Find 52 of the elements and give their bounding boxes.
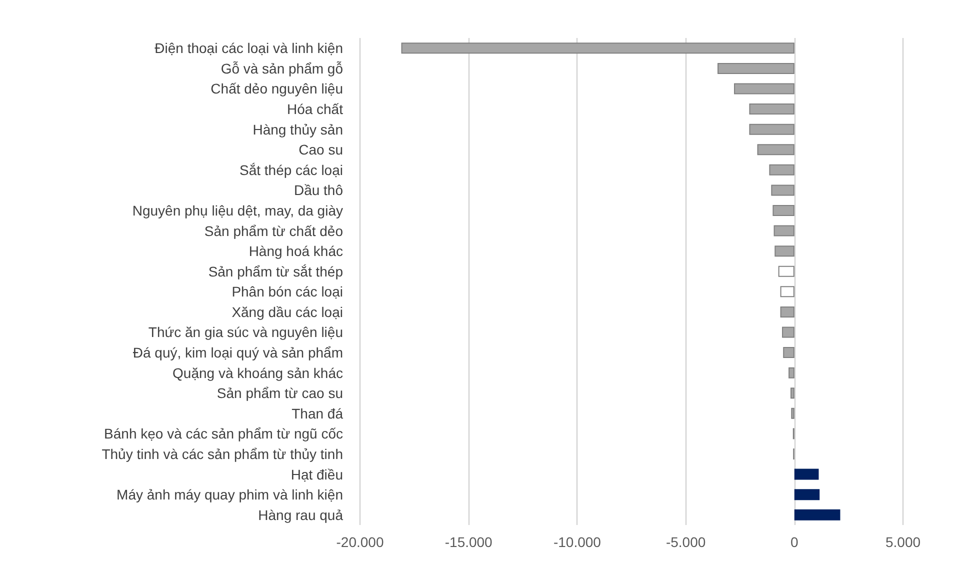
bar xyxy=(788,367,794,378)
bar xyxy=(771,184,794,196)
y-tick-label: Thủy tinh và các sản phẩm từ thủy tinh xyxy=(102,446,343,462)
bar xyxy=(774,246,794,257)
bar xyxy=(778,266,794,277)
bar xyxy=(794,509,840,520)
bar xyxy=(791,408,794,419)
y-tick-label: Cao su xyxy=(298,142,343,158)
y-tick-label: Nguyên phụ liệu dệt, may, da giày xyxy=(132,202,343,218)
bar xyxy=(780,306,794,318)
y-tick-label: Bánh kẹo và các sản phẩm từ ngũ cốc xyxy=(104,426,343,442)
y-tick-label: Chất dẻo nguyên liệu xyxy=(210,80,343,97)
bar xyxy=(783,347,794,358)
y-tick-label: Quặng và khoáng sản khác xyxy=(172,364,343,381)
bar xyxy=(780,286,794,298)
x-tick-label: 0 xyxy=(790,534,798,550)
y-tick-label: Dầu thô xyxy=(294,182,344,198)
bar xyxy=(774,225,794,236)
bar xyxy=(794,489,820,500)
y-tick-label: Hàng thủy sản xyxy=(252,121,343,138)
y-tick-label: Than đá xyxy=(292,405,344,422)
x-tick-label: -20.000 xyxy=(336,534,384,550)
x-tick-label: 5.000 xyxy=(885,534,921,550)
x-tick-label: -5.000 xyxy=(666,534,706,550)
y-tick-label: Phân bón các loại xyxy=(232,284,343,300)
bar xyxy=(734,83,794,94)
y-tick-label: Gỗ và sản phẩm gỗ xyxy=(220,60,344,76)
y-tick-label: Hóa chất xyxy=(286,101,344,118)
y-tick-label: Hạt điều xyxy=(290,466,343,482)
y-tick-label: Xăng dầu các loại xyxy=(232,304,343,320)
bar xyxy=(718,62,794,74)
y-tick-label: Sản phẩm từ cao su xyxy=(216,385,343,402)
x-tick-label: -10.000 xyxy=(553,534,602,550)
y-tick-label: Điện thoại các loại và linh kiện xyxy=(154,40,343,56)
y-tick-label: Sắt thép các loại xyxy=(239,162,343,178)
bar xyxy=(749,124,794,135)
y-tick-label: Hàng rau quả xyxy=(258,506,344,523)
y-tick-label: Sản phẩm từ chất dẻo xyxy=(204,222,344,239)
y-tick-label: Thức ăn gia súc và nguyên liệu xyxy=(148,324,343,340)
y-tick-label: Đá quý, kim loại quý và sản phẩm xyxy=(132,344,343,361)
y-tick-label: Hàng hoá khác xyxy=(248,243,343,260)
y-tick-label: Sản phẩm từ sắt thép xyxy=(208,263,344,280)
bar xyxy=(401,42,794,54)
bar xyxy=(749,104,794,115)
bar xyxy=(757,144,794,156)
bar xyxy=(790,388,794,399)
bar xyxy=(769,164,794,176)
y-tick-label: Máy ảnh máy quay phim và linh kiện xyxy=(116,486,343,503)
bar xyxy=(772,204,794,216)
bar xyxy=(794,468,819,480)
bar xyxy=(782,326,794,338)
x-tick-label: -15.000 xyxy=(444,534,493,550)
